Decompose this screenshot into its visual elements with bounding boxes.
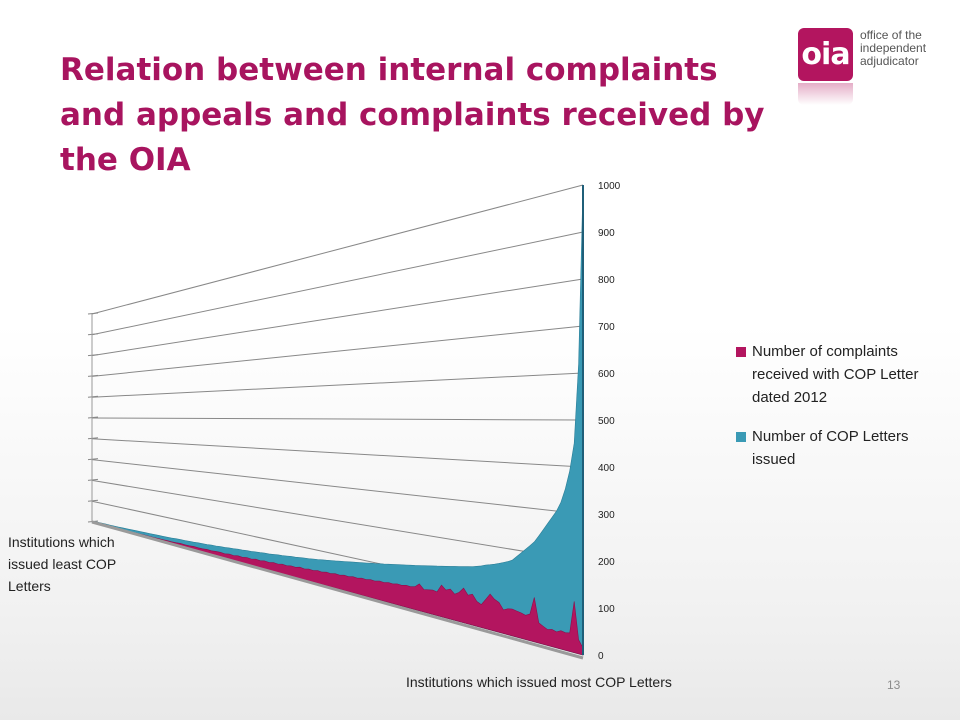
oia-logo-reflection bbox=[798, 83, 853, 105]
oia-logo-text: office of the independent adjudicator bbox=[860, 29, 950, 68]
left-tick-600 bbox=[87, 395, 99, 398]
y-tick-label-1000: 1000 bbox=[598, 181, 621, 192]
left-tick-300 bbox=[87, 458, 99, 461]
gridline-500 bbox=[91, 417, 584, 421]
left-tick-700 bbox=[87, 374, 99, 377]
left-tick-1000 bbox=[87, 312, 99, 315]
oia-logo-line-1: office of the bbox=[860, 28, 922, 42]
gridline-600 bbox=[91, 372, 584, 398]
left-tick-200 bbox=[87, 478, 99, 481]
gridline-400 bbox=[91, 438, 584, 468]
chart-tick-labels: 0 100 200 300 400 500 600 700 800 900 1000 bbox=[598, 181, 621, 662]
legend-swatch-complaints bbox=[736, 347, 746, 357]
y-tick-label-200: 200 bbox=[598, 557, 615, 568]
y-tick-label-0: 0 bbox=[598, 651, 604, 662]
left-tick-800 bbox=[87, 354, 99, 357]
gridline-200 bbox=[91, 479, 584, 562]
y-tick-label-400: 400 bbox=[598, 463, 615, 474]
x-axis-start-label: Institutions which issued least COP Lett… bbox=[8, 534, 116, 594]
legend-label-complaints: Number of complaints received with COP L… bbox=[752, 343, 919, 406]
y-tick-label-300: 300 bbox=[598, 510, 615, 521]
oia-logo-mark: oia bbox=[798, 28, 853, 81]
y-tick-label-500: 500 bbox=[598, 416, 615, 427]
y-tick-label-600: 600 bbox=[598, 369, 615, 380]
chart-axes bbox=[91, 185, 584, 660]
page-number: 13 bbox=[887, 678, 901, 692]
y-tick-label-100: 100 bbox=[598, 604, 615, 615]
oia-logo: oia office of the independent adjudicato… bbox=[798, 28, 938, 108]
gridline-700 bbox=[91, 325, 584, 377]
left-tick-900 bbox=[87, 333, 99, 336]
y-tick-label-700: 700 bbox=[598, 322, 615, 333]
y-tick-label-900: 900 bbox=[598, 228, 615, 239]
left-tick-100 bbox=[87, 499, 99, 502]
gridline-300 bbox=[91, 459, 584, 515]
left-tick-500 bbox=[87, 416, 99, 419]
slide-title: Relation between internal complaints and… bbox=[60, 52, 765, 178]
gridline-800 bbox=[91, 278, 584, 357]
floor-axis bbox=[91, 520, 584, 660]
oia-logo-line-3: adjudicator bbox=[860, 54, 919, 68]
chart-legend: Number of complaints received with COP L… bbox=[736, 340, 936, 487]
left-tick-400 bbox=[87, 437, 99, 440]
gridline-900 bbox=[91, 231, 584, 336]
x-axis-label: Institutions which issued most COP Lette… bbox=[406, 674, 672, 690]
legend-item-letters: Number of COP Letters issued bbox=[736, 425, 936, 471]
legend-item-complaints: Number of complaints received with COP L… bbox=[736, 340, 936, 409]
y-tick-label-800: 800 bbox=[598, 275, 615, 286]
oia-logo-line-2: independent bbox=[860, 41, 927, 55]
gridline-1000 bbox=[91, 184, 584, 315]
legend-swatch-letters bbox=[736, 432, 746, 442]
legend-label-letters: Number of COP Letters issued bbox=[752, 428, 909, 468]
